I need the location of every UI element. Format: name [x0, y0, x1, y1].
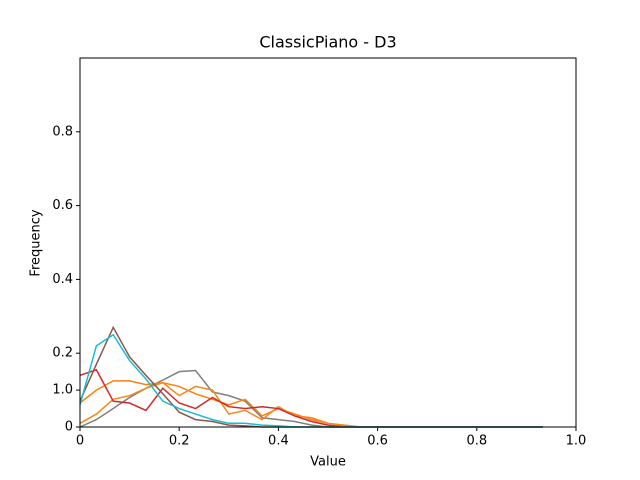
- x-tick-label: 0: [76, 434, 84, 449]
- y-axis-label: Frequency: [29, 209, 44, 276]
- x-tick-label: 1.0: [566, 434, 587, 449]
- y-tick-label: 1.0: [52, 383, 73, 398]
- y-tick-label: 0.6: [52, 198, 73, 213]
- y-tick-label: 0.8: [52, 124, 73, 139]
- y-tick-label: 0: [65, 420, 73, 435]
- plot-frame: [79, 57, 577, 428]
- x-axis-label: Value: [310, 455, 346, 470]
- chart-title: ClassicPiano - D3: [259, 33, 396, 52]
- data-line: [79, 333, 543, 428]
- y-tick-label: 0.4: [52, 272, 73, 287]
- y-tick-label: 0.2: [52, 346, 73, 361]
- x-tick-label: 0.8: [466, 434, 487, 449]
- x-tick-label: 0.2: [169, 434, 190, 449]
- x-tick-label: 0.4: [268, 434, 289, 449]
- data-line: [79, 325, 543, 428]
- x-tick-label: 0.6: [367, 434, 388, 449]
